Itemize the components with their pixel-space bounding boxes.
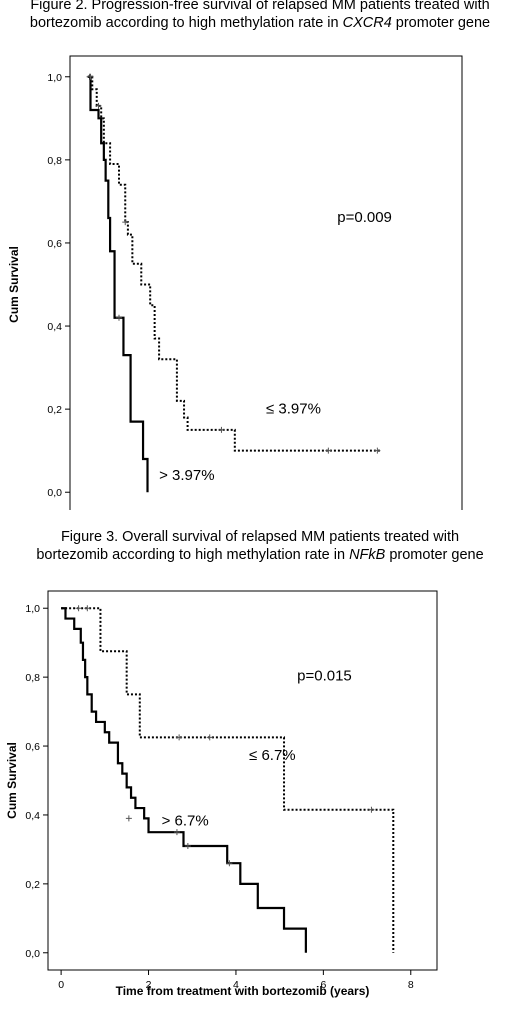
x-tick-label: 8: [408, 979, 414, 991]
figure-2-caption: Figure 2. Progression-free survival of r…: [0, 0, 520, 32]
y-tick-label: 0,4: [25, 810, 40, 822]
y-tick-label: 1,0: [25, 603, 40, 615]
plot-frame: [69, 55, 463, 510]
figure-3-caption: Figure 3. Overall survival of relapsed M…: [0, 528, 520, 564]
y-tick-label: 0,4: [47, 321, 62, 333]
y-axis-label: Cum Survival: [5, 742, 19, 819]
chart-annotation: > 3.97%: [159, 467, 214, 484]
y-tick-label: 0,2: [47, 404, 62, 416]
censor-mark-low-methylation: [368, 806, 375, 813]
x-tick-label: 4: [233, 979, 239, 991]
chart-annotation: ≤ 6.7%: [249, 747, 296, 764]
y-tick-label: 0,8: [47, 155, 62, 167]
y-tick-label: 0,8: [25, 672, 40, 684]
chart-annotation: > 6.7%: [162, 812, 209, 829]
censor-mark-low-methylation: [84, 605, 91, 612]
censor-mark-high-methylation: [173, 829, 180, 836]
censor-mark-low-methylation: [325, 447, 332, 454]
y-axis-label: Cum Survival: [7, 246, 21, 323]
y-tick-label: 0,2: [25, 879, 40, 891]
figure-3-survival-chart: 0,0 0,2 0,4 0,6 0,8 1,0 0 2 4 6 8 Time from treatme…: [5, 590, 438, 998]
figure-3-caption-line-1: Figure 3. Overall survival of relapsed M…: [60, 529, 460, 545]
censor-mark-high-methylation: [87, 73, 94, 80]
censor-mark-high-methylation: [75, 605, 82, 612]
censor-mark-low-methylation: [218, 426, 225, 433]
figure-2-survival-chart: 0,00,20,40,60,81,001234Time from treatme…: [7, 55, 463, 510]
survival-curve-high-methylation: [87, 75, 149, 493]
y-tick-label: 1,0: [47, 72, 62, 84]
figure-2-caption-line-2: bortezomib according to high methylation…: [29, 15, 491, 31]
x-tick-label: 0: [58, 979, 64, 991]
survival-curve-low-methylation: [87, 75, 382, 452]
censor-mark-low-methylation: [176, 734, 183, 741]
censor-mark-low-methylation: [122, 219, 129, 226]
figure-3-caption-line-2: bortezomib according to high methylation…: [36, 547, 484, 563]
x-axis-label: Time from treatment with bortezomib (yea…: [116, 984, 370, 998]
survival-curve-high-methylation: [61, 607, 307, 953]
y-tick-label: 0,0: [25, 948, 40, 960]
plot-frame: [47, 590, 438, 971]
chart-annotation: ≤ 3.97%: [266, 400, 321, 417]
censor-mark-low-methylation: [206, 734, 213, 741]
censor-mark-high-methylation: [116, 314, 122, 321]
chart-annotation: p=0.015: [297, 668, 352, 685]
censor-mark-low-methylation: [95, 102, 102, 109]
censor-mark-low-methylation: [374, 447, 381, 454]
censor-mark-high-methylation: [226, 860, 233, 867]
y-tick-label: 0,6: [47, 238, 62, 250]
figure-2-caption-line-1: Figure 2. Progression-free survival of r…: [30, 0, 490, 13]
censor-mark-high-methylation: [125, 815, 132, 822]
chart-annotation: p=0.009: [337, 209, 392, 226]
x-tick-label: 6: [320, 979, 326, 991]
y-tick-label: 0,6: [25, 741, 40, 753]
y-tick-label: 0,0: [47, 487, 62, 499]
x-tick-label: 2: [146, 979, 152, 991]
survival-curve-low-methylation: [61, 607, 395, 953]
censor-mark-high-methylation: [184, 842, 191, 849]
